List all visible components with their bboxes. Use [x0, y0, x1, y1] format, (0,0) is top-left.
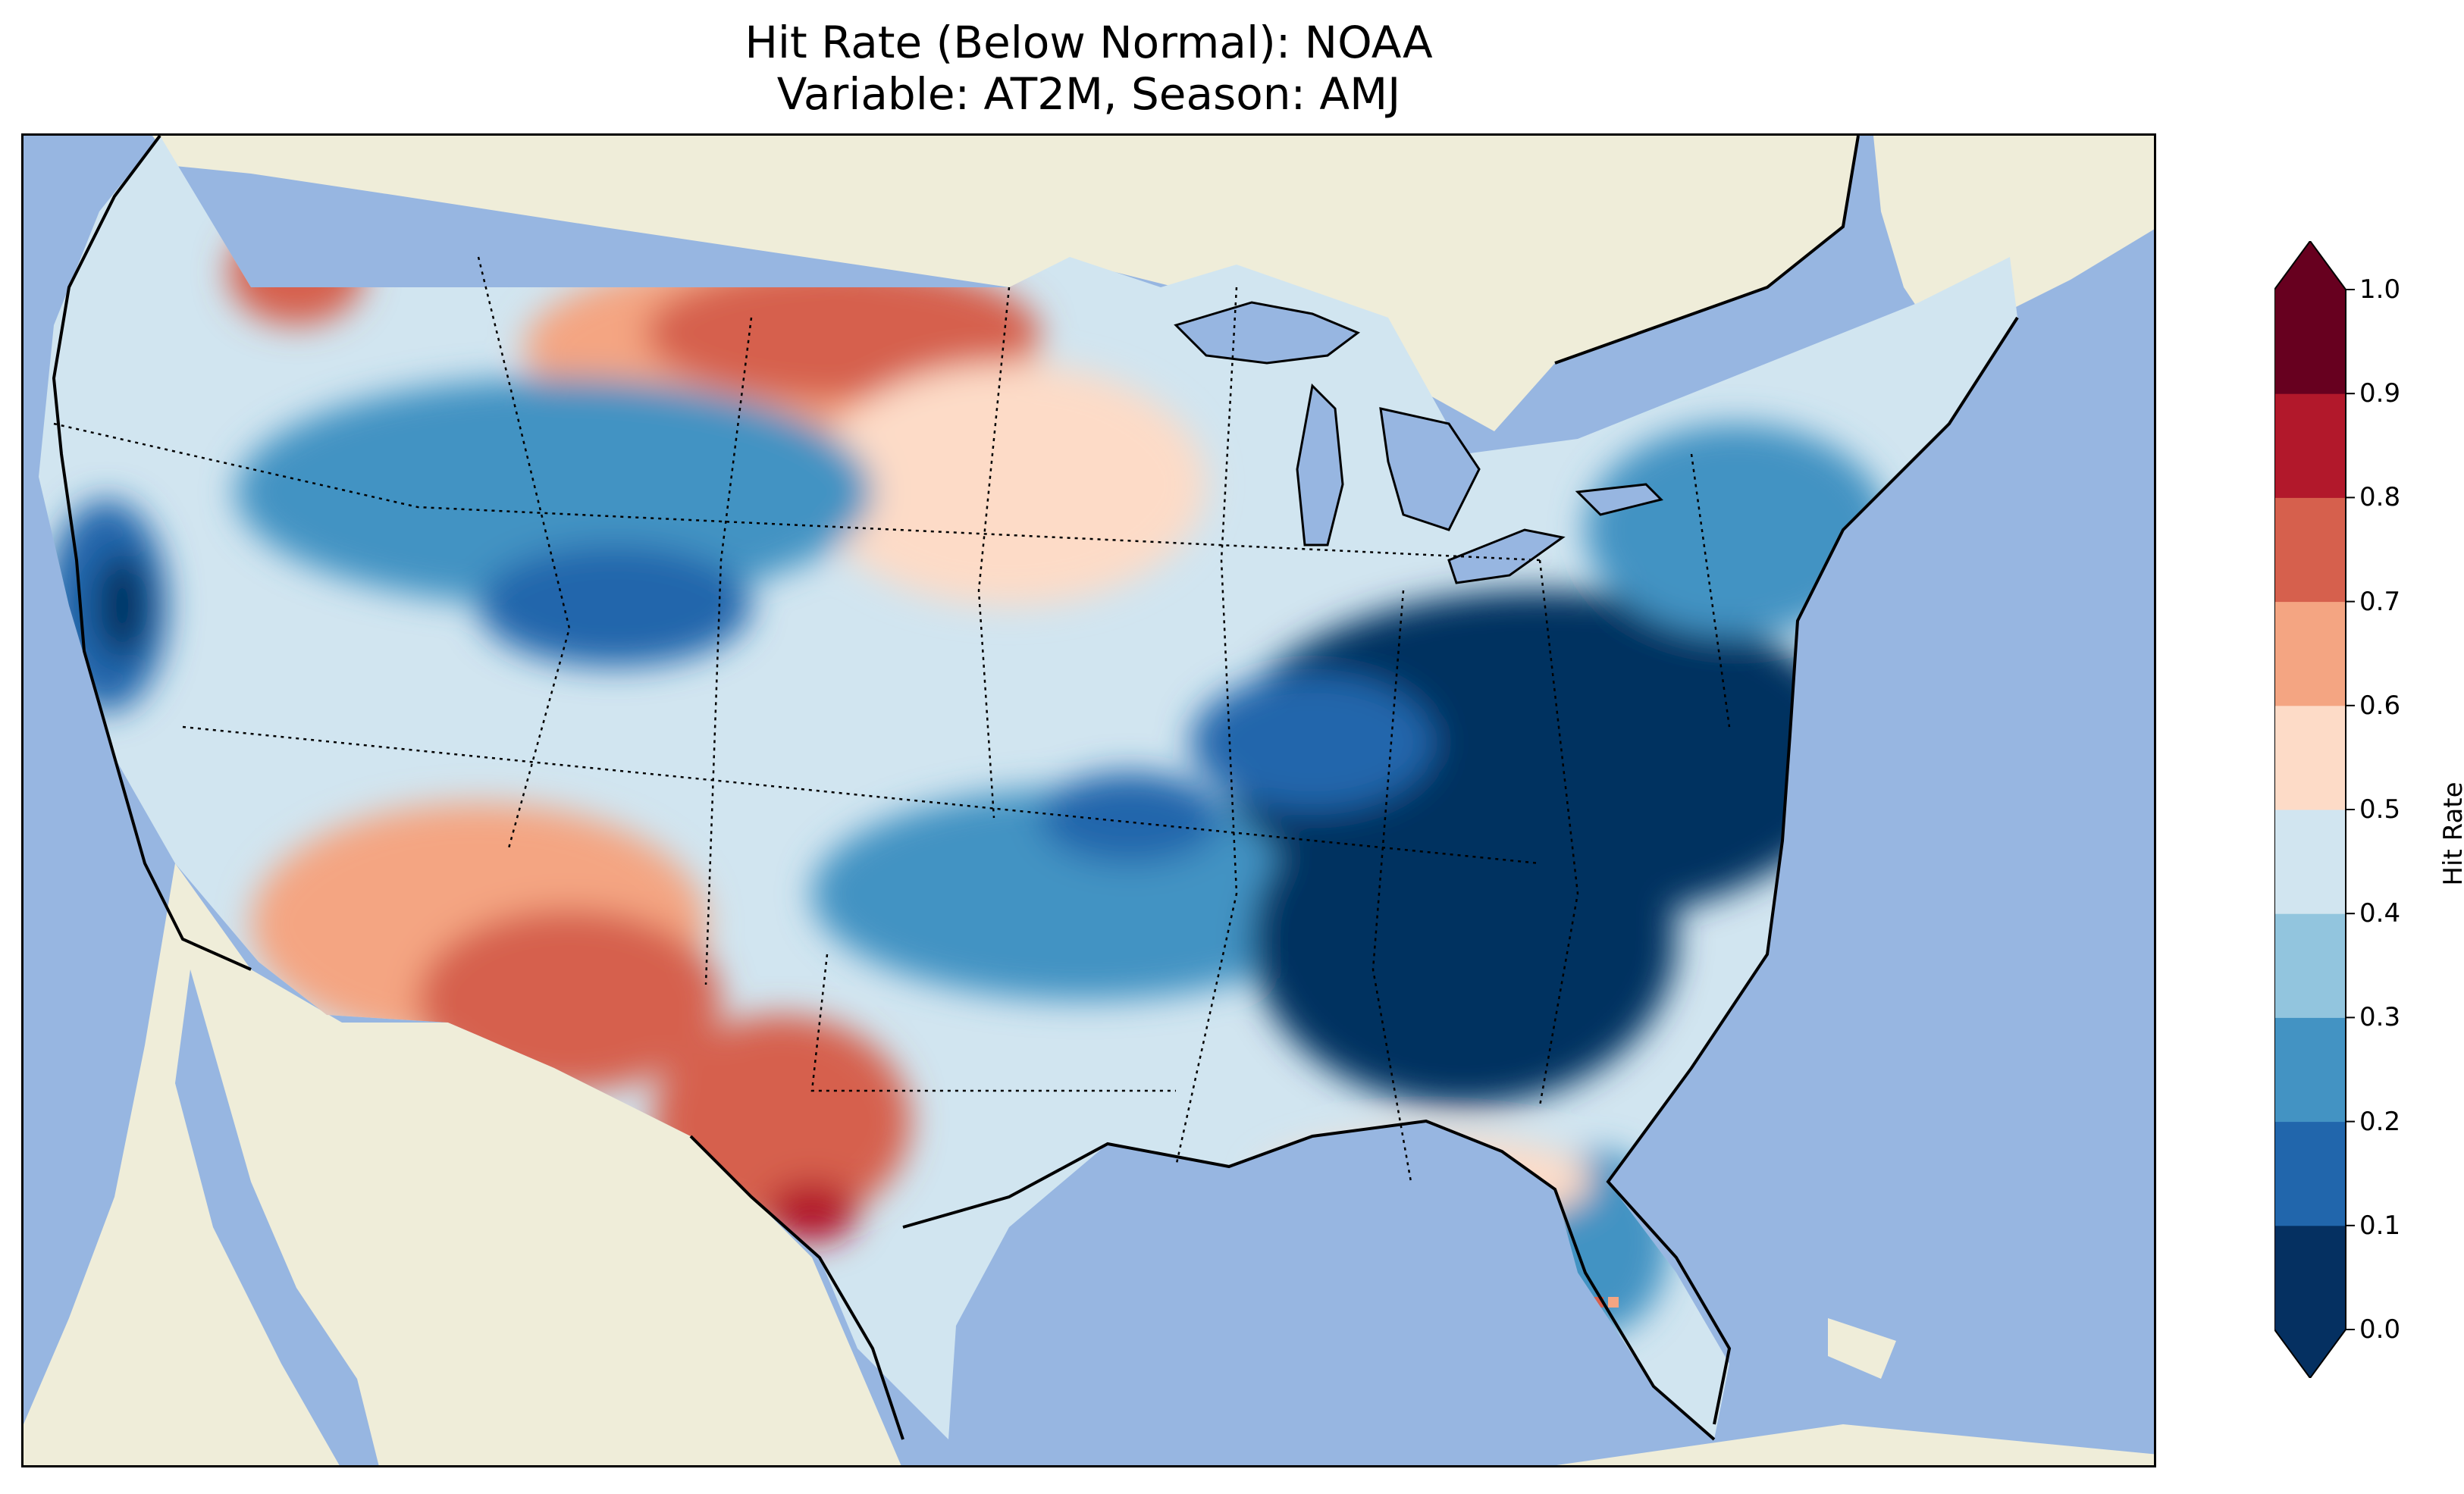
colorbar-segment: [2274, 1121, 2346, 1226]
pacific-coast: [52, 136, 252, 971]
border-georgia: [1538, 559, 1579, 1107]
border-dakotas: [977, 287, 1011, 819]
st-lawrence: [1554, 136, 1860, 365]
title-line-2: Variable: AT2M, Season: AMJ: [776, 68, 1401, 120]
region-northeast: [1585, 424, 1889, 636]
colorbar-label: Hit Rate: [2438, 781, 2464, 886]
colorbar-tick-label: 0.1: [2359, 1210, 2401, 1241]
colorbar-tick-label: 0.7: [2359, 586, 2401, 617]
lake-superior: [1174, 301, 1360, 365]
chart-title: Hit Rate (Below Normal): NOAA Variable: …: [21, 17, 2156, 120]
texas-coast: [689, 1135, 904, 1440]
region-illinois: [1191, 674, 1434, 810]
colorbar-tick-label: 0.4: [2359, 898, 2401, 929]
colorbar-segment: [2274, 1017, 2346, 1123]
maritimes-land: [1873, 136, 2154, 333]
map-panel: [21, 133, 2156, 1467]
region-central-plains: [812, 788, 1358, 1000]
colorbar-segment: [2274, 810, 2346, 914]
mexico-land: [24, 863, 901, 1465]
colorbar-tick-label: 0.0: [2359, 1314, 2401, 1345]
lake-huron: [1379, 407, 1481, 531]
title-line-1: Hit Rate (Below Normal): NOAA: [745, 17, 1433, 68]
colorbar-segment: [2274, 290, 2346, 394]
region-great-basin: [236, 378, 873, 606]
region-southeast: [1252, 772, 1676, 1106]
border-mississippi: [1372, 590, 1412, 1182]
colorbar-segment: [2274, 497, 2346, 603]
border-latitude-north: [53, 422, 1541, 562]
florida-keys-cell-3: [1608, 1297, 1619, 1308]
caribbean-land: [1556, 1424, 2154, 1465]
gulf-coast: [902, 1119, 1716, 1441]
lake-michigan: [1296, 383, 1344, 547]
colorbar-tick-label: 0.2: [2359, 1106, 2401, 1137]
colorbar-tick-label: 0.8: [2359, 482, 2401, 513]
colorbar-tick-label: 0.6: [2359, 690, 2401, 721]
colorbar-segment: [2274, 1225, 2346, 1330]
region-south-texas: [766, 1182, 857, 1242]
border-appalachian: [1690, 453, 1731, 728]
great-lakes: [1174, 301, 1663, 584]
colorbar-tick-label: 0.9: [2359, 378, 2401, 409]
colorbar-segments: [2274, 290, 2346, 1330]
lake-erie: [1447, 528, 1566, 584]
colorbar-tick-label: 0.5: [2359, 794, 2401, 825]
region-kansas: [1039, 772, 1221, 863]
colorbar-tick-marks: [2346, 289, 2355, 1330]
colorbar-extend-bottom: [2274, 1330, 2346, 1378]
colorbar-tick-label: 0.3: [2359, 1002, 2401, 1033]
colorbar-extend-top: [2274, 241, 2346, 290]
region-wyoming: [478, 545, 751, 666]
region-sacramento: [96, 553, 149, 659]
border-plains-east: [1174, 287, 1238, 1167]
region-northern-plains: [812, 363, 1206, 606]
colorbar-tick-label: 1.0: [2359, 274, 2401, 305]
colorbar-segment: [2274, 913, 2346, 1018]
border-rockies: [704, 317, 753, 985]
canada-land: [152, 136, 1858, 431]
colorbar-segment: [2274, 601, 2346, 706]
colorbar: [2274, 241, 2355, 1378]
map-canvas: [24, 136, 2154, 1465]
coastlines: [52, 136, 2019, 1441]
lake-ontario: [1575, 483, 1663, 516]
colorbar-segment: [2274, 705, 2346, 810]
bahamas-island: [1828, 1318, 1896, 1379]
region-montana-dakota: [645, 265, 1039, 401]
colorbar-segment: [2274, 393, 2346, 498]
state-borders: [53, 256, 1731, 1182]
border-texas: [810, 954, 1176, 1092]
atlantic-coast: [1606, 316, 2019, 1425]
gulf-of-california: [175, 969, 379, 1465]
